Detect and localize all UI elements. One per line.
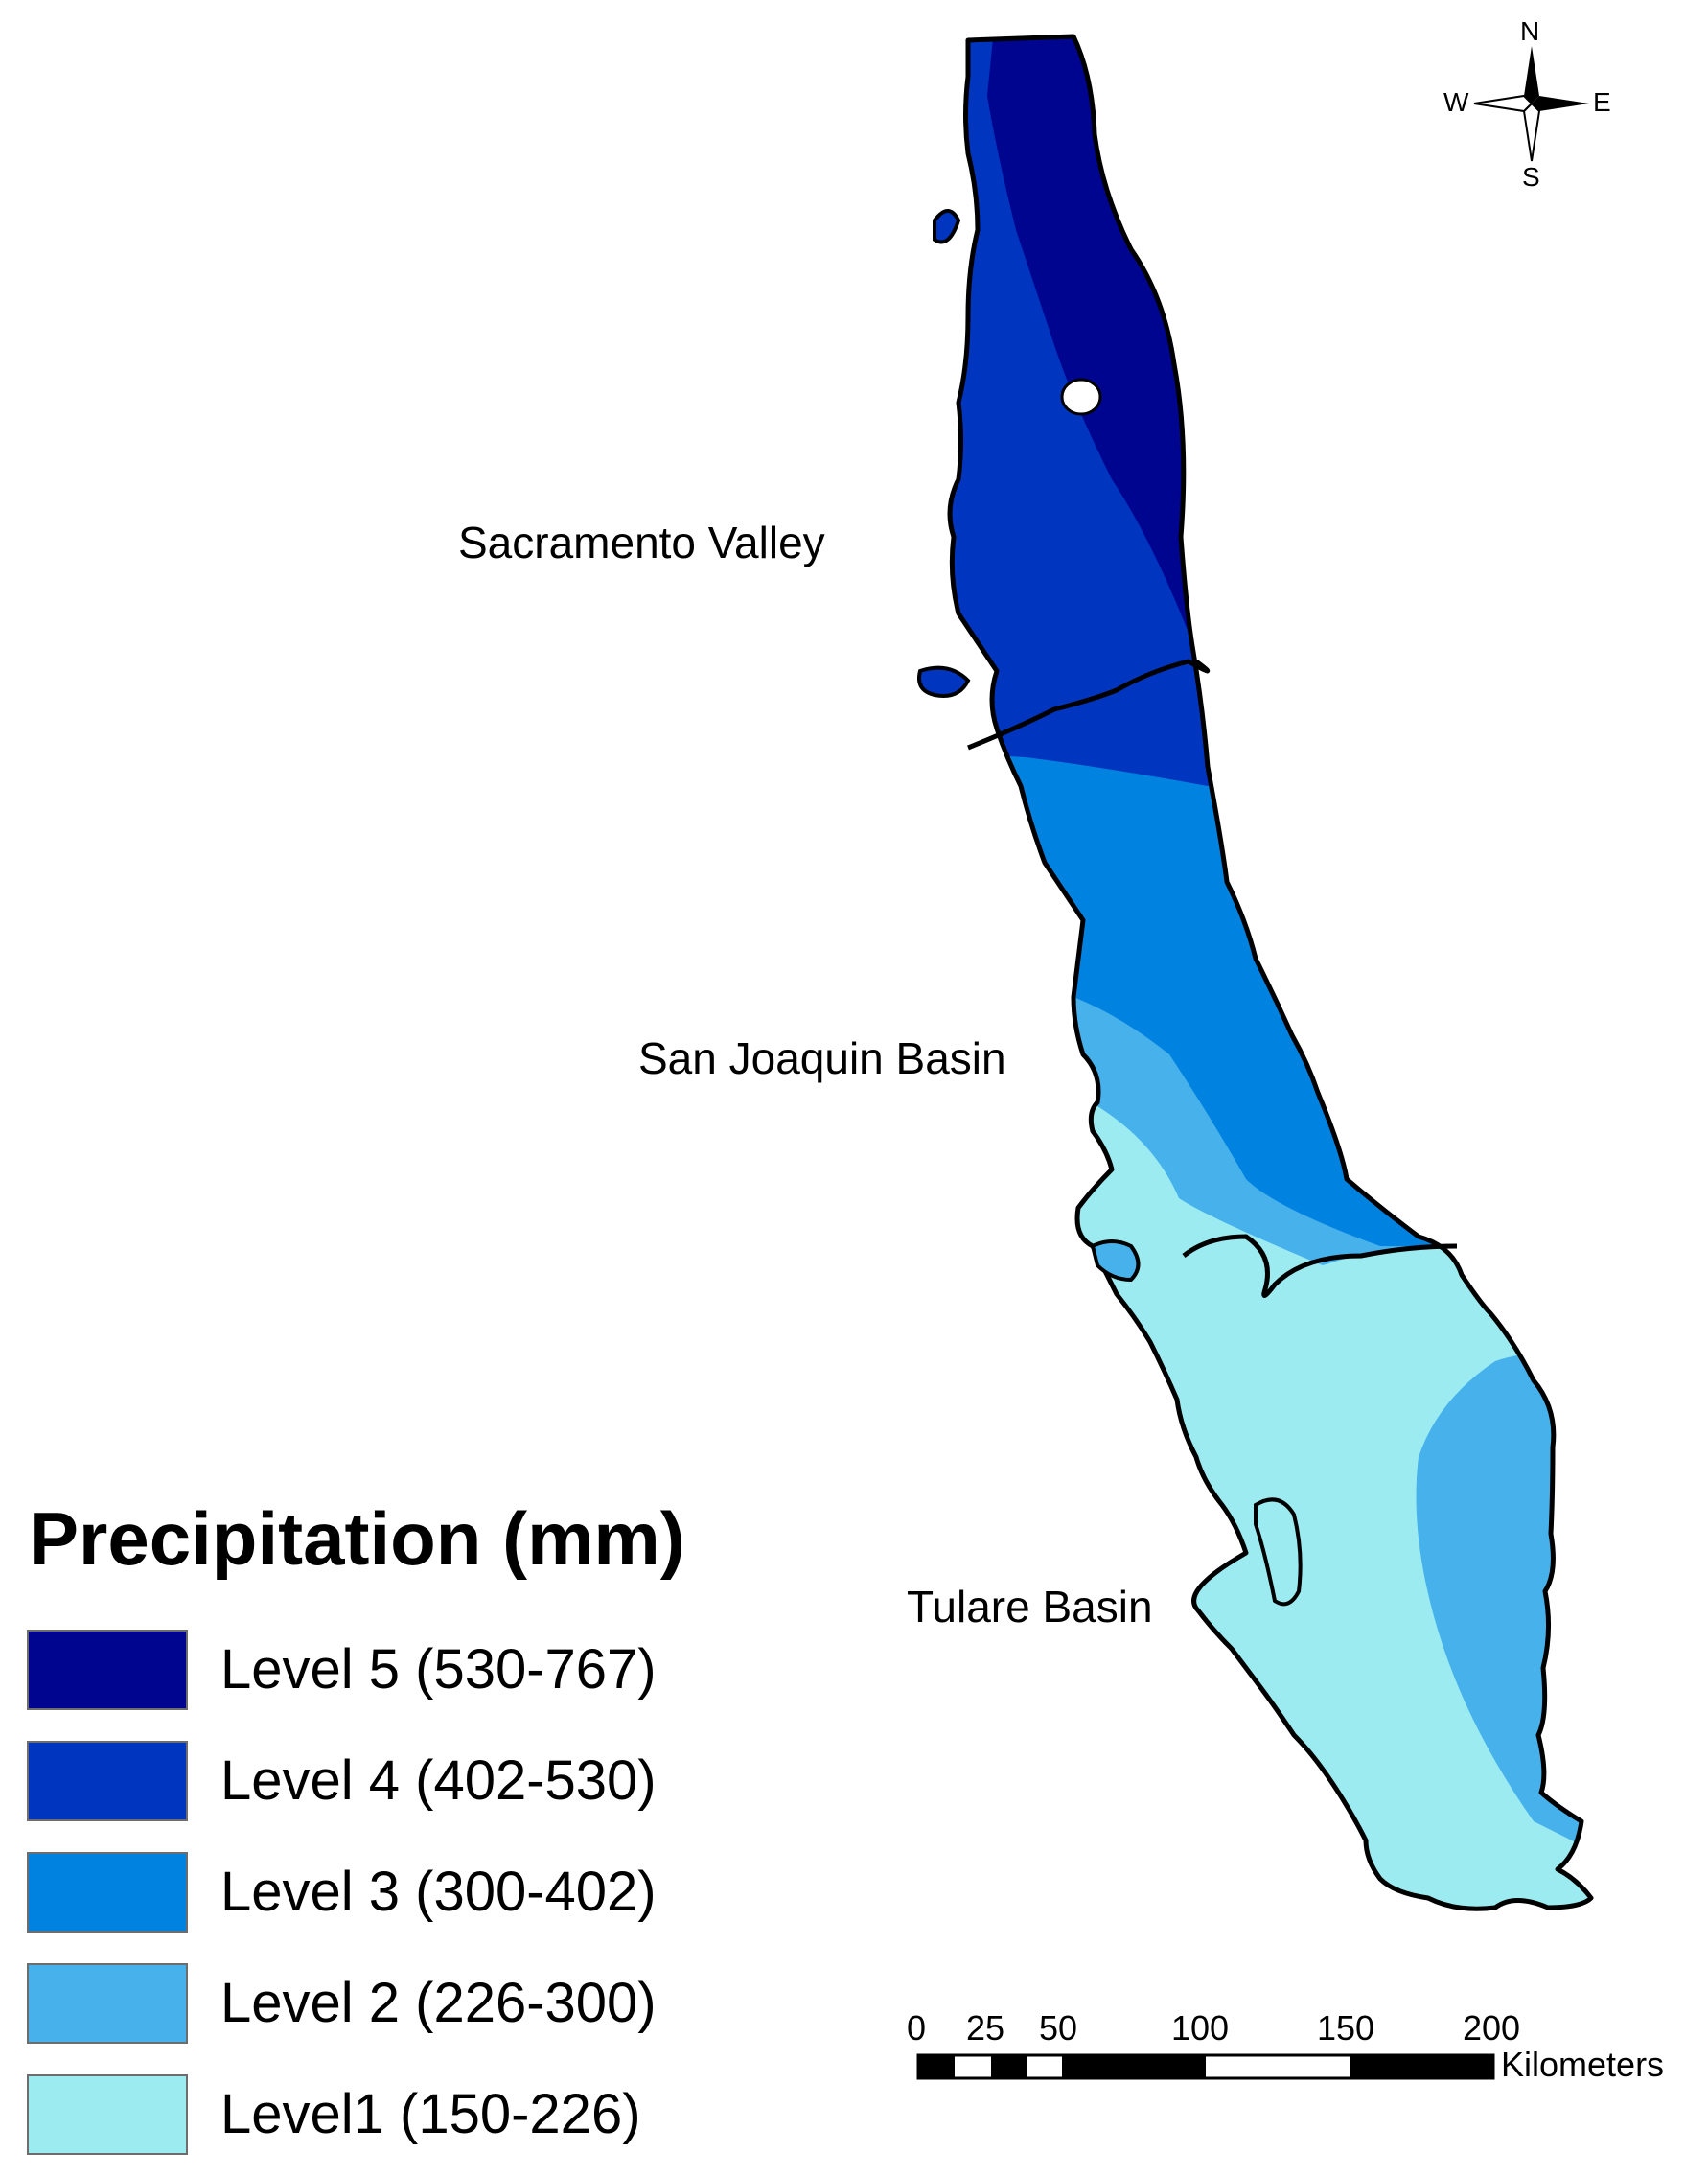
region-label-sacramento: Sacramento Valley [458,518,825,567]
scale-tick-100: 100 [1171,2008,1229,2048]
tulare-inlet-feature [1090,1239,1141,1283]
delta-feature [917,665,971,698]
legend-label: Level 2 (226-300) [220,1972,657,2034]
boundary-sacramento-sanjoaquin [967,659,1211,751]
boundary-sanjoaquin-tulare [1182,1234,1458,1298]
compass-east: E [1593,87,1611,117]
legend-swatch [27,1741,188,1821]
legend-label: Level 4 (402-530) [220,1749,657,1812]
scale-tick-0: 0 [907,2008,926,2048]
scale-bar: 0 25 50 100 150 200 Kilometers [907,2008,1664,2084]
scale-tick-25: 25 [966,2008,1004,2048]
map-hole [1060,378,1102,416]
compass-south: S [1522,162,1540,192]
legend-swatch [27,1852,188,1933]
scale-tick-200: 200 [1463,2008,1520,2048]
legend-swatch [27,1630,188,1710]
precipitation-raster [950,36,1591,1910]
legend-label: Level 3 (300-402) [220,1861,657,1923]
north-arrow-icon: N S E W [1443,16,1611,192]
legend-swatch [27,1963,188,2044]
valley-outline [947,34,1594,1911]
scale-unit: Kilometers [1501,2045,1664,2084]
legend-label: Level1 (150-226) [220,2083,641,2145]
zone-level-4 [950,36,1591,786]
region-label-tulare: Tulare Basin [907,1582,1153,1632]
legend-label: Level 5 (530-767) [220,1638,657,1701]
region-label-san-joaquin: San Joaquin Basin [638,1033,1006,1083]
scale-tick-50: 50 [1039,2008,1077,2048]
legend-swatch [27,2074,188,2155]
compass-north: N [1520,16,1539,46]
scale-tick-150: 150 [1317,2008,1374,2048]
west-inlet-feature [933,209,961,244]
legend-title: Precipitation (mm) [29,1496,685,1581]
compass-west: W [1443,87,1469,117]
tulare-lake-outline [1254,1497,1303,1607]
